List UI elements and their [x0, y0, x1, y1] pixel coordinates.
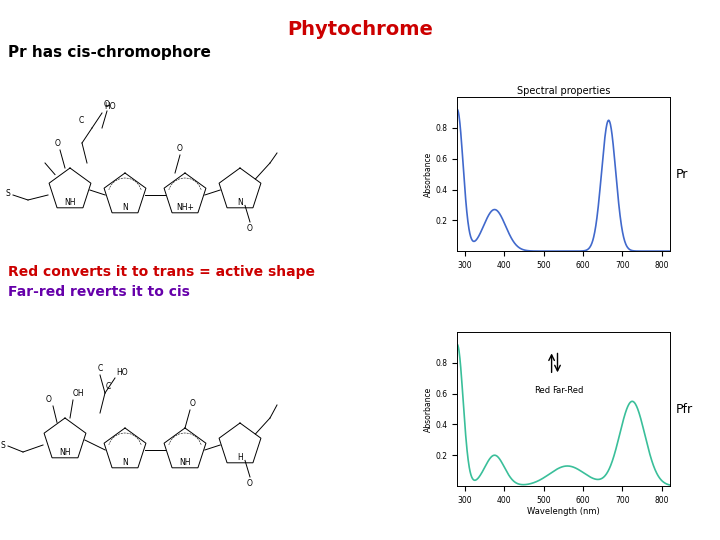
- Text: N: N: [122, 203, 128, 212]
- Text: Red converts it to trans = active shape: Red converts it to trans = active shape: [8, 265, 315, 279]
- Text: O: O: [104, 100, 110, 109]
- Text: N: N: [122, 458, 128, 467]
- Text: S: S: [0, 441, 5, 449]
- Text: Pr has cis-chromophore: Pr has cis-chromophore: [8, 45, 211, 60]
- Text: O: O: [190, 399, 196, 408]
- Text: O: O: [247, 224, 253, 233]
- Text: NH: NH: [64, 198, 76, 207]
- Text: O: O: [177, 144, 183, 153]
- Text: O: O: [46, 395, 52, 404]
- Text: Pfr: Pfr: [676, 402, 693, 416]
- Text: NH: NH: [179, 458, 191, 467]
- Text: OH: OH: [73, 389, 85, 398]
- Text: C: C: [78, 116, 84, 125]
- Text: C: C: [106, 382, 112, 391]
- Text: C: C: [97, 364, 103, 373]
- Text: N: N: [237, 198, 243, 207]
- Text: HO: HO: [116, 368, 127, 377]
- Text: Red: Red: [534, 386, 550, 395]
- Text: Far-Red: Far-Red: [552, 386, 583, 395]
- Text: O: O: [55, 139, 61, 148]
- Text: HO: HO: [104, 102, 116, 111]
- X-axis label: Wavelength (nm): Wavelength (nm): [527, 508, 600, 516]
- Text: S: S: [5, 190, 10, 199]
- Text: NH+: NH+: [176, 203, 194, 212]
- Y-axis label: Absorbance: Absorbance: [423, 152, 433, 197]
- Text: Far-red reverts it to cis: Far-red reverts it to cis: [8, 285, 190, 299]
- Title: Spectral properties: Spectral properties: [517, 86, 610, 97]
- Text: O: O: [247, 479, 253, 488]
- Text: Pr: Pr: [676, 167, 688, 181]
- Text: Phytochrome: Phytochrome: [287, 20, 433, 39]
- Text: H: H: [237, 453, 243, 462]
- Text: NH: NH: [59, 448, 71, 457]
- Y-axis label: Absorbance: Absorbance: [423, 387, 433, 431]
